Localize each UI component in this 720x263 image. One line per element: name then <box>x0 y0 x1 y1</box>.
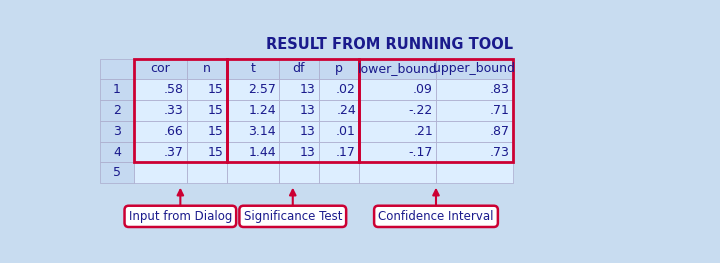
Text: .83: .83 <box>490 83 510 96</box>
Bar <box>319 100 359 121</box>
Bar <box>99 142 134 163</box>
Bar <box>279 163 319 183</box>
Bar <box>186 121 227 142</box>
Bar <box>359 58 513 163</box>
Bar <box>359 121 436 142</box>
Bar <box>436 163 513 183</box>
Bar <box>436 142 513 163</box>
Bar <box>227 100 279 121</box>
Bar <box>99 79 134 100</box>
Text: 13: 13 <box>300 104 316 117</box>
Bar <box>227 121 279 142</box>
Text: p: p <box>335 62 343 75</box>
Text: 15: 15 <box>207 83 223 96</box>
Bar <box>134 100 186 121</box>
Bar <box>134 163 186 183</box>
Bar <box>359 142 436 163</box>
Text: 4: 4 <box>113 145 121 159</box>
Bar <box>227 58 279 79</box>
Text: Significance Test: Significance Test <box>243 210 342 223</box>
Bar <box>279 58 319 79</box>
Text: 5: 5 <box>113 166 121 179</box>
Text: .37: .37 <box>163 145 184 159</box>
Text: .66: .66 <box>163 125 184 138</box>
Bar <box>436 79 513 100</box>
Text: 1.24: 1.24 <box>248 104 276 117</box>
Text: 1.44: 1.44 <box>248 145 276 159</box>
Text: .73: .73 <box>490 145 510 159</box>
Bar <box>359 58 436 79</box>
Bar <box>319 79 359 100</box>
Text: .02: .02 <box>336 83 356 96</box>
Bar <box>186 58 227 79</box>
Text: .87: .87 <box>490 125 510 138</box>
Bar <box>279 100 319 121</box>
Text: df: df <box>292 62 305 75</box>
Bar <box>319 121 359 142</box>
Text: Confidence Interval: Confidence Interval <box>378 210 494 223</box>
Text: 15: 15 <box>207 104 223 117</box>
Bar <box>227 142 279 163</box>
Text: 15: 15 <box>207 125 223 138</box>
Bar <box>99 58 134 79</box>
Bar <box>279 79 319 100</box>
Bar <box>99 121 134 142</box>
Bar <box>99 100 134 121</box>
Bar <box>134 142 186 163</box>
Text: 15: 15 <box>207 145 223 159</box>
Bar <box>279 121 319 142</box>
Text: .17: .17 <box>336 145 356 159</box>
Text: RESULT FROM RUNNING TOOL: RESULT FROM RUNNING TOOL <box>266 37 513 52</box>
Text: .33: .33 <box>163 104 184 117</box>
Text: 1: 1 <box>113 83 121 96</box>
Bar <box>227 163 279 183</box>
Text: .09: .09 <box>413 83 433 96</box>
Text: -.22: -.22 <box>409 104 433 117</box>
Bar <box>134 58 186 79</box>
Text: .01: .01 <box>336 125 356 138</box>
Text: upper_bound: upper_bound <box>433 62 516 75</box>
Bar <box>359 163 436 183</box>
Bar <box>319 163 359 183</box>
Bar <box>319 142 359 163</box>
Bar <box>359 100 436 121</box>
Text: 2: 2 <box>113 104 121 117</box>
Bar <box>186 100 227 121</box>
Bar <box>227 79 279 100</box>
Text: 3: 3 <box>113 125 121 138</box>
Bar <box>279 142 319 163</box>
Text: .71: .71 <box>490 104 510 117</box>
Text: .24: .24 <box>336 104 356 117</box>
Text: .58: .58 <box>163 83 184 96</box>
Bar <box>134 79 186 100</box>
Bar <box>359 79 436 100</box>
Bar <box>99 163 134 183</box>
Text: 13: 13 <box>300 145 316 159</box>
Bar <box>319 58 359 79</box>
Text: -.17: -.17 <box>408 145 433 159</box>
Text: 13: 13 <box>300 83 316 96</box>
Text: Input from Dialog: Input from Dialog <box>129 210 232 223</box>
Bar <box>186 79 227 100</box>
Bar <box>436 121 513 142</box>
Bar <box>227 58 359 163</box>
Text: cor: cor <box>150 62 170 75</box>
Text: 3.14: 3.14 <box>248 125 276 138</box>
Bar <box>134 121 186 142</box>
Text: t: t <box>251 62 255 75</box>
Bar <box>436 100 513 121</box>
Bar <box>186 163 227 183</box>
Text: lower_bound: lower_bound <box>358 62 437 75</box>
Bar <box>436 58 513 79</box>
Text: 2.57: 2.57 <box>248 83 276 96</box>
Text: .21: .21 <box>413 125 433 138</box>
Bar <box>134 58 227 163</box>
Text: n: n <box>202 62 210 75</box>
Bar <box>186 142 227 163</box>
Text: 13: 13 <box>300 125 316 138</box>
